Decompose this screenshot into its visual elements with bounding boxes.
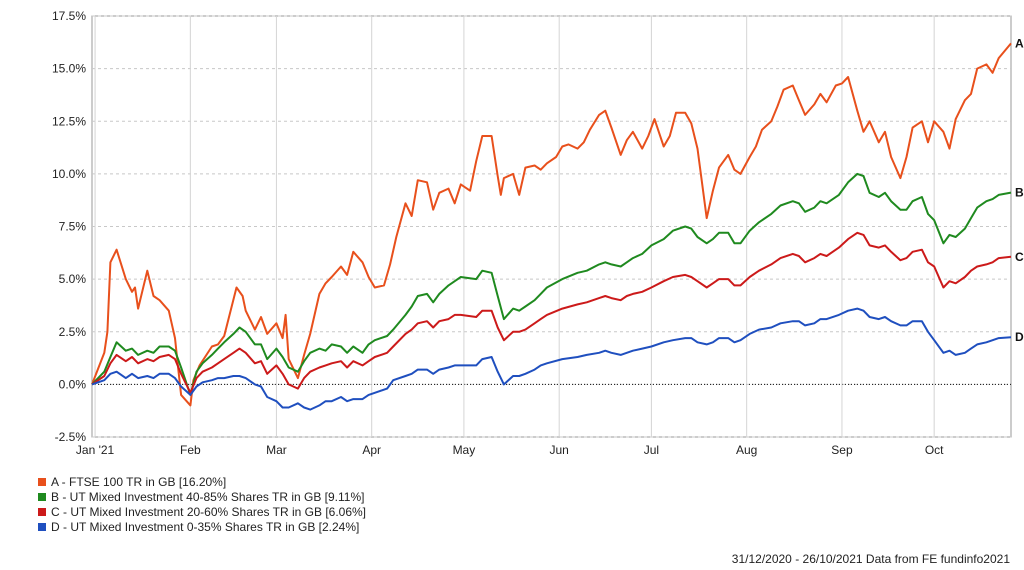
legend-swatch-a xyxy=(38,477,46,486)
x-tick-label: Mar xyxy=(266,443,287,457)
legend-item-c[interactable]: C - UT Mixed Investment 20-60% Shares TR… xyxy=(38,504,366,519)
series-end-label-d: D xyxy=(1015,330,1024,344)
y-tick-label: 15.0% xyxy=(52,62,86,76)
legend-label-d: D - UT Mixed Investment 0-35% Shares TR … xyxy=(51,519,360,534)
legend-swatch-d xyxy=(38,522,46,531)
chart-series xyxy=(91,42,1012,411)
x-tick-label: Jun xyxy=(550,443,569,457)
series-end-label-a: A xyxy=(1015,36,1024,50)
y-tick-label: 17.5% xyxy=(52,9,86,23)
data-source-footer: 31/12/2020 - 26/10/2021 Data from FE fun… xyxy=(731,552,1010,566)
legend-swatch-b xyxy=(38,492,46,501)
chart-grid xyxy=(91,15,1012,438)
series-line-b xyxy=(91,172,1012,396)
line-chart: 17.5% 15.0% 12.5% 10.0% 7.5% 5.0% 2.5% 0.0% -2.5… xyxy=(52,9,1024,457)
series-line-a xyxy=(91,42,1012,407)
legend-label-c: C - UT Mixed Investment 20-60% Shares TR… xyxy=(51,504,367,519)
x-tick-label: May xyxy=(453,443,476,457)
y-tick-label: 10.0% xyxy=(52,167,86,181)
legend-item-a[interactable]: A - FTSE 100 TR in GB [16.20%] xyxy=(38,474,366,489)
y-tick-label: 7.5% xyxy=(59,220,87,234)
y-axis: 17.5% 15.0% 12.5% 10.0% 7.5% 5.0% 2.5% 0.0% -2.5… xyxy=(52,9,86,444)
x-tick-label: Feb xyxy=(180,443,201,457)
y-tick-label: 0.0% xyxy=(59,377,87,391)
y-tick-label: -2.5% xyxy=(55,430,87,444)
x-tick-label: Jan '21 xyxy=(76,443,115,457)
x-tick-label: Sep xyxy=(831,443,853,457)
chart-legend: A - FTSE 100 TR in GB [16.20%] B - UT Mi… xyxy=(38,474,366,534)
y-tick-label: 5.0% xyxy=(59,272,87,286)
series-end-label-b: B xyxy=(1015,186,1024,200)
x-tick-label: Jul xyxy=(644,443,659,457)
series-line-d xyxy=(91,307,1012,411)
legend-item-b[interactable]: B - UT Mixed Investment 40-85% Shares TR… xyxy=(38,489,366,504)
legend-item-d[interactable]: D - UT Mixed Investment 0-35% Shares TR … xyxy=(38,519,366,534)
legend-label-b: B - UT Mixed Investment 40-85% Shares TR… xyxy=(51,489,365,504)
legend-swatch-c xyxy=(38,507,46,516)
series-end-labels: A B C D xyxy=(1015,36,1024,344)
y-tick-label: 2.5% xyxy=(59,325,87,339)
x-axis: Jan '21 Feb Mar Apr May Jun Jul Aug Sep Oct xyxy=(76,443,944,457)
y-tick-label: 12.5% xyxy=(52,114,86,128)
legend-label-a: A - FTSE 100 TR in GB [16.20%] xyxy=(51,474,227,489)
x-tick-label: Aug xyxy=(736,443,757,457)
series-end-label-c: C xyxy=(1015,250,1024,264)
x-tick-label: Apr xyxy=(362,443,381,457)
x-tick-label: Oct xyxy=(925,443,944,457)
series-line-c xyxy=(91,231,1012,394)
